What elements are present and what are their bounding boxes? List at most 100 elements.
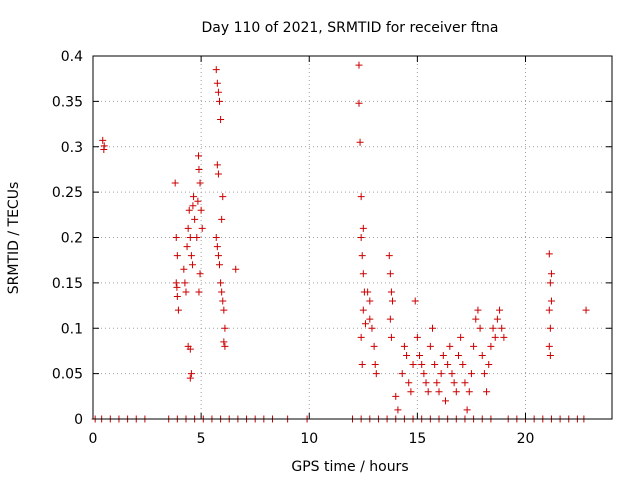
data-point (546, 279, 554, 287)
x-tick-label: 5 (197, 431, 206, 447)
data-point (372, 370, 380, 378)
data-point (444, 361, 452, 369)
data-point (403, 351, 411, 359)
data-point (370, 342, 378, 350)
data-point (470, 342, 478, 350)
data-point (496, 306, 504, 314)
data-point (407, 388, 415, 396)
data-point (480, 370, 488, 378)
data-point (437, 370, 445, 378)
data-point (465, 388, 473, 396)
data-point (182, 288, 190, 296)
data-point (218, 288, 226, 296)
data-point (483, 388, 491, 396)
data-point (357, 193, 365, 201)
y-tick-label: 0.4 (61, 49, 83, 65)
x-tick-labels: 0 5 10 15 20 (89, 431, 535, 447)
data-point (359, 224, 367, 232)
data-point (392, 392, 400, 400)
data-point (545, 306, 553, 314)
data-point (476, 324, 484, 332)
data-point (431, 361, 439, 369)
data-point (429, 324, 437, 332)
data-point (185, 206, 193, 214)
data-point (387, 333, 395, 341)
data-point (216, 97, 224, 105)
chart-title: Day 110 of 2021, SRMTID for receiver ftn… (201, 20, 498, 36)
data-point (358, 361, 366, 369)
data-point (216, 261, 224, 269)
data-point (454, 351, 462, 359)
y-tick-labels: 0 0.05 0.1 0.15 0.2 0.25 0.3 0.35 0.4 (52, 49, 83, 428)
data-point (364, 288, 372, 296)
y-tick-label: 0.05 (52, 367, 83, 383)
data-point (188, 261, 196, 269)
data-point (498, 324, 506, 332)
data-point (459, 361, 467, 369)
data-point (441, 397, 449, 405)
data-point (493, 315, 501, 323)
data-point (189, 202, 197, 210)
y-tick-label: 0.15 (52, 276, 83, 292)
data-point (386, 270, 394, 278)
data-point (221, 342, 229, 350)
data-point (213, 161, 221, 169)
data-point (191, 215, 199, 223)
data-point (214, 252, 222, 260)
data-point (385, 252, 393, 260)
y-tick-label: 0.2 (61, 231, 83, 247)
data-point (361, 320, 369, 328)
data-point (213, 79, 221, 87)
data-point (448, 370, 456, 378)
data-point (546, 324, 554, 332)
data-point (196, 270, 204, 278)
data-point (173, 283, 181, 291)
data-points (91, 61, 590, 423)
x-tick-label: 10 (300, 431, 318, 447)
data-point (355, 99, 363, 107)
data-point (389, 297, 397, 305)
data-point (187, 252, 195, 260)
data-point (359, 270, 367, 278)
data-point (368, 324, 376, 332)
y-axis-label: SRMTID / TECUs (6, 182, 22, 295)
data-point (422, 379, 430, 387)
data-point (439, 351, 447, 359)
data-point (545, 342, 553, 350)
data-point (172, 279, 180, 287)
data-point (387, 288, 395, 296)
data-point (187, 370, 195, 378)
data-point (500, 333, 508, 341)
data-point (212, 234, 220, 241)
data-point (186, 234, 194, 241)
data-point (221, 324, 229, 332)
x-tick-label: 20 (517, 431, 535, 447)
data-point (173, 252, 181, 260)
axis-ticks (92, 55, 612, 420)
data-point (446, 342, 454, 350)
data-point (212, 66, 220, 74)
data-point (190, 193, 198, 201)
data-point (214, 88, 222, 96)
data-point (416, 351, 424, 359)
data-point (452, 388, 460, 396)
data-point (171, 179, 179, 187)
data-point (358, 252, 366, 260)
data-point (394, 406, 402, 414)
data-point (219, 297, 227, 305)
data-point (582, 306, 590, 314)
data-point (467, 370, 475, 378)
data-point (487, 342, 495, 350)
data-point (435, 388, 443, 396)
x-tick-label: 15 (408, 431, 426, 447)
data-point (181, 279, 189, 287)
data-point (198, 224, 206, 232)
x-tick-label: 0 (89, 431, 98, 447)
data-point (183, 243, 191, 251)
data-point (356, 138, 364, 146)
data-point (386, 315, 394, 323)
data-point (546, 351, 554, 359)
y-tick-label: 0.35 (52, 94, 83, 110)
data-point (218, 215, 226, 223)
